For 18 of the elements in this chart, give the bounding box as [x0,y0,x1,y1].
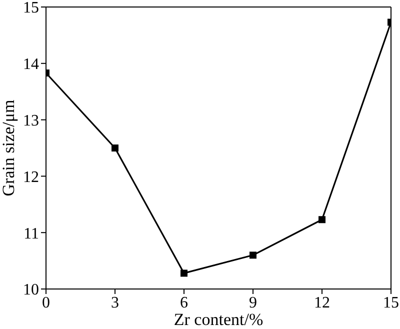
x-tick-label: 6 [180,294,188,312]
x-tick-label: 12 [314,294,330,312]
point [318,216,326,224]
point [180,270,188,277]
y-tick-label: 12 [23,168,39,186]
x-axis-title: Zr content/% [174,310,264,329]
y-tick-label: 15 [23,0,39,17]
x-tick-label: 9 [249,294,257,312]
x-tick-label: 15 [383,294,399,312]
y-tick-label: 10 [23,282,39,299]
y-tick-label: 13 [23,112,39,130]
y-tick-label: 14 [23,56,39,74]
point [250,252,256,259]
y-tick-label: 11 [24,225,39,242]
x-tick-label: 3 [111,294,119,312]
point [112,144,118,152]
x-tick-label: 0 [42,294,50,312]
y-axis-title: Grain size/μm [0,100,18,196]
